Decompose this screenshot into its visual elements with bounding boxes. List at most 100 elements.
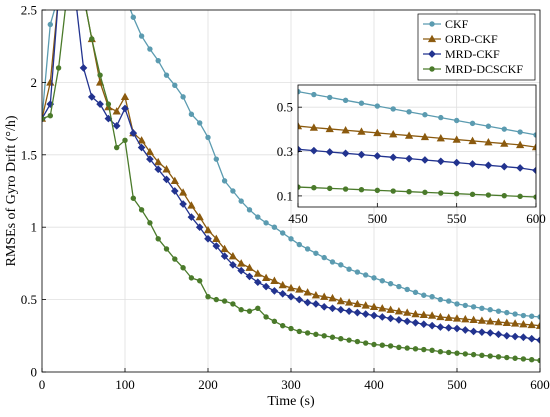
main-data-point	[461, 314, 470, 323]
main-data-point	[386, 305, 395, 313]
main-data-point	[371, 275, 377, 281]
inset-series-line	[298, 148, 536, 172]
main-data-point	[486, 329, 495, 337]
inset-data-point	[469, 191, 476, 198]
inset-data-point	[342, 186, 349, 192]
main-data-point	[55, 65, 62, 71]
main-data-point	[421, 346, 427, 353]
main-data-point	[253, 278, 262, 287]
inset-data-point	[373, 152, 382, 160]
main-data-point	[328, 293, 337, 302]
legend-marker	[427, 34, 437, 43]
main-data-point	[454, 301, 460, 307]
main-data-point	[421, 292, 427, 298]
main-data-point	[280, 322, 286, 329]
main-data-point	[428, 321, 436, 330]
inset-series-mrd-dcsckf	[298, 184, 536, 200]
main-data-point	[170, 187, 179, 195]
inset-tick-label-x: 450	[288, 211, 308, 226]
main-data-point	[122, 137, 128, 144]
main-data-point	[138, 33, 145, 39]
inset-tick-label-x: 550	[447, 211, 467, 226]
inset-tick-label-y: 0.5	[277, 100, 293, 115]
main-data-point	[363, 272, 369, 278]
main-data-point	[89, 36, 95, 42]
main-data-point	[429, 294, 435, 300]
main-data-point	[129, 129, 138, 137]
main-data-point	[162, 175, 171, 184]
main-data-point	[203, 225, 213, 234]
main-data-point	[205, 294, 211, 300]
main-data-point	[278, 280, 287, 289]
main-tick-label-y: 0.5	[21, 292, 37, 307]
main-data-point	[394, 306, 404, 315]
main-data-point	[436, 312, 445, 321]
inset-data-point	[422, 189, 428, 196]
main-data-point	[469, 327, 478, 336]
main-data-point	[220, 252, 229, 260]
main-data-point	[395, 316, 403, 324]
main-data-point	[221, 298, 228, 304]
main-tick-label-x: 0	[39, 377, 46, 392]
main-data-point	[287, 292, 295, 301]
main-data-point	[263, 314, 269, 320]
main-data-point	[238, 198, 244, 204]
legend-label: CKF	[445, 17, 469, 31]
main-data-point	[145, 147, 155, 156]
main-data-point	[47, 113, 53, 119]
inset-data-point	[453, 190, 460, 197]
main-data-point	[313, 250, 319, 256]
main-data-point	[304, 246, 311, 252]
main-data-point	[105, 101, 112, 107]
inset-series-mrd-ckf	[298, 145, 536, 175]
inset-data-point	[517, 193, 523, 200]
inset-data-point	[436, 157, 445, 166]
main-data-point	[437, 296, 444, 303]
main-data-point	[353, 299, 362, 308]
inset-data-point	[358, 186, 365, 193]
main-data-point	[320, 303, 329, 311]
inset-data-point	[501, 192, 507, 199]
main-data-point	[361, 301, 370, 309]
main-tick-label-x: 500	[447, 377, 467, 392]
inset-data-point	[516, 140, 525, 149]
inset-data-point	[311, 185, 317, 191]
inset-data-point	[373, 128, 382, 137]
main-data-point	[212, 242, 221, 250]
main-data-point	[288, 236, 294, 242]
main-data-point	[412, 346, 419, 352]
main-data-point	[403, 308, 412, 316]
main-data-point	[154, 165, 163, 174]
main-data-point	[245, 263, 254, 271]
main-data-point	[172, 256, 178, 262]
main-data-point	[520, 356, 527, 362]
main-data-point	[188, 275, 195, 281]
main-data-point	[519, 319, 528, 328]
main-tick-label-y: 1	[31, 220, 38, 235]
main-data-point	[427, 311, 437, 319]
main-data-point	[187, 213, 196, 221]
inset-data-point	[468, 160, 477, 168]
main-data-point	[378, 313, 387, 321]
main-data-point	[387, 343, 394, 349]
main-data-point	[130, 195, 137, 201]
main-data-point	[237, 259, 246, 267]
main-data-point	[163, 246, 170, 252]
inset-data-point	[389, 153, 398, 162]
main-data-point	[97, 72, 103, 78]
main-data-point	[504, 354, 510, 361]
main-data-point	[487, 353, 493, 359]
main-tick-label-y: 2	[31, 75, 38, 90]
inset-tick-label-y: 0.3	[277, 144, 293, 159]
main-data-point	[527, 320, 536, 329]
main-data-point	[87, 93, 96, 101]
main-data-point	[138, 207, 145, 213]
inset-data-point	[358, 100, 365, 106]
main-data-point	[304, 330, 311, 336]
main-data-point	[494, 330, 503, 339]
main-data-point	[228, 251, 238, 260]
main-data-point	[470, 351, 477, 358]
main-data-point	[520, 312, 527, 319]
inset-data-point	[405, 154, 413, 163]
main-data-point	[419, 310, 428, 318]
